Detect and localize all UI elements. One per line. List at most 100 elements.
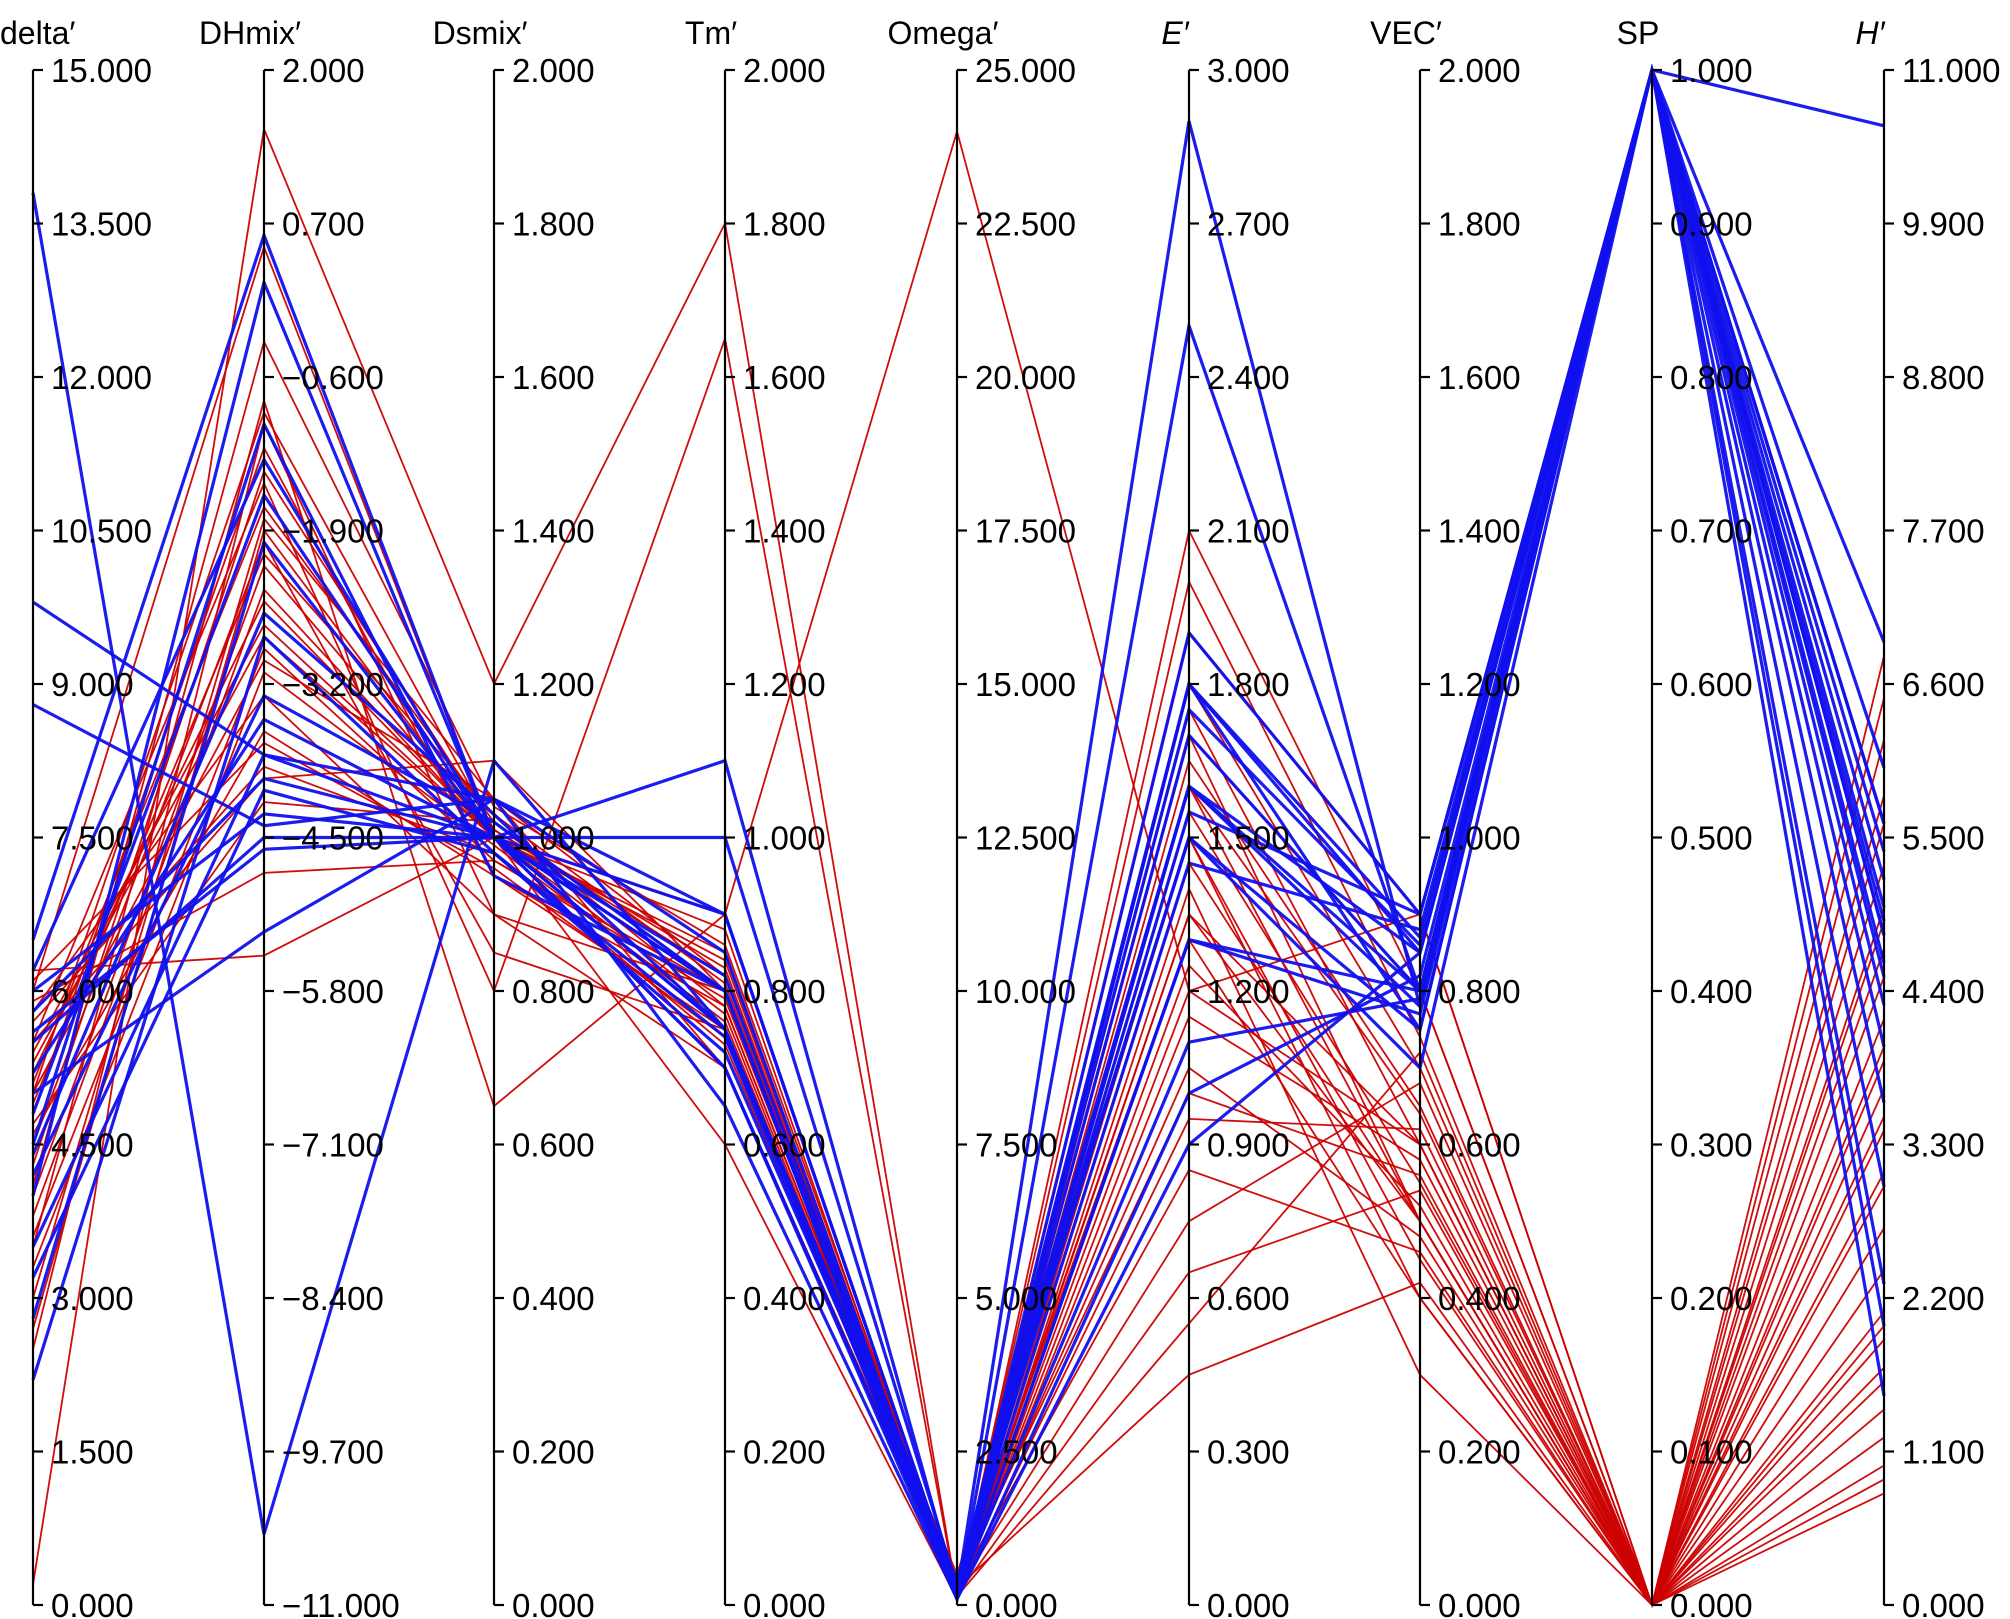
tick-label: 1.100 [1902,1434,1985,1471]
tick-label: 2.200 [1902,1280,1985,1317]
tick-label: 1.200 [1207,973,1290,1010]
tick-label: 12.500 [975,820,1076,857]
axis-title: E′ [1161,15,1189,51]
red-series-line-16 [32,729,1885,1607]
tick-label: 10.500 [51,513,152,550]
tick-label: 11.000 [1902,52,2000,89]
tick-label: 2.000 [743,52,826,89]
tick-label: −4.500 [282,820,384,857]
tick-label: 0.100 [1670,1434,1753,1471]
tick-label: 8.800 [1902,359,1985,396]
tick-label: 1.200 [512,666,595,703]
tick-label: 10.000 [975,973,1076,1010]
axis-9: 11.000 9.900 8.800 7.700 6.600 5.500 4.400 3.30… [1855,15,2000,1619]
tick-label: 9.000 [51,666,134,703]
red-series-line-26 [32,741,1885,1608]
tick-label: 0.600 [743,1127,826,1164]
tick-label: 0.200 [743,1434,826,1471]
tick-label: −1.900 [282,513,384,550]
tick-label: 1.400 [743,513,826,550]
tick-label: 1.000 [512,820,595,857]
tick-label: −7.100 [282,1127,384,1164]
tick-label: 3.000 [1207,52,1290,89]
red-series-line-19 [32,765,1885,1607]
axis-title: Dsmix′ [433,15,528,51]
tick-label: 1.000 [1438,820,1521,857]
tick-label: 0.000 [975,1587,1058,1619]
tick-label: 1.500 [1207,820,1290,857]
tick-label: 1.200 [743,666,826,703]
tick-label: −3.200 [282,666,384,703]
tick-label: 0.000 [743,1587,826,1619]
tick-label: 17.500 [975,513,1076,550]
tick-label: 6.600 [1902,666,1985,703]
tick-label: 1.800 [512,206,595,243]
tick-label: 0.900 [1207,1127,1290,1164]
tick-label: 1.600 [743,359,826,396]
tick-label: 0.200 [512,1434,595,1471]
tick-label: 5.000 [975,1280,1058,1317]
tick-label: 1.800 [743,206,826,243]
axes-layer: 15.000 13.500 12.000 10.500 9.000 7.500 6.000 4… [0,15,2000,1619]
axis-title: Tm′ [685,15,737,51]
tick-label: 0.300 [1207,1434,1290,1471]
tick-label: 15.000 [975,666,1076,703]
axis-4: 2.000 1.800 1.600 1.400 1.200 1.000 0.800 0.600… [685,15,826,1619]
tick-label: 0.500 [1670,820,1753,857]
red-series-line-8 [32,732,1885,1607]
tick-label: 0.900 [1670,206,1753,243]
tick-label: 2.100 [1207,513,1290,550]
tick-label: 1.500 [51,1434,134,1471]
tick-label: 4.400 [1902,973,1985,1010]
tick-label: 5.500 [1902,820,1985,857]
tick-label: 0.400 [1670,973,1753,1010]
tick-label: 2.500 [975,1434,1058,1471]
tick-label: 2.000 [512,52,595,89]
tick-label: 0.800 [1670,359,1753,396]
tick-label: 0.400 [512,1280,595,1317]
tick-label: 0.800 [1438,973,1521,1010]
tick-label: 7.500 [51,820,134,857]
tick-label: −9.700 [282,1434,384,1471]
tick-label: 1.000 [743,820,826,857]
red-series-line-1 [32,125,1885,1608]
tick-label: 0.400 [1438,1280,1521,1317]
tick-label: 0.200 [1438,1434,1521,1471]
tick-label: 1.800 [1438,206,1521,243]
tick-label: 0.600 [1670,666,1753,703]
tick-label: 0.600 [1207,1280,1290,1317]
tick-label: 0.300 [1670,1127,1753,1164]
tick-label: 0.600 [512,1127,595,1164]
tick-label: 12.000 [51,359,152,396]
tick-label: 3.300 [1902,1127,1985,1164]
tick-label: −11.000 [282,1587,400,1619]
red-series-line-11 [32,835,1885,1608]
axis-2: 2.000 0.700 −0.600 −1.900 −3.200 −4.500 −5.800… [199,15,400,1619]
tick-label: 7.700 [1902,513,1985,550]
tick-label: 6.000 [51,973,134,1010]
axis-title: VEC′ [1370,15,1442,51]
tick-label: 1.800 [1207,666,1290,703]
tick-label: 1.400 [1438,513,1521,550]
tick-label: 1.600 [1438,359,1521,396]
tick-label: 2.700 [1207,206,1290,243]
tick-label: −8.400 [282,1280,384,1317]
red-series-line-10 [32,128,1885,1609]
tick-label: 0.000 [51,1587,134,1619]
axis-8: 1.000 0.900 0.800 0.700 0.600 0.500 0.400 0.300… [1617,15,1753,1619]
tick-label: 0.000 [1207,1587,1290,1619]
tick-label: 0.700 [282,206,365,243]
tick-label: 0.000 [1438,1587,1521,1619]
tick-label: 1.400 [512,513,595,550]
tick-label: 25.000 [975,52,1076,89]
tick-label: 9.900 [1902,206,1985,243]
tick-label: 2.000 [282,52,365,89]
tick-label: 0.200 [1670,1280,1753,1317]
tick-label: 0.400 [743,1280,826,1317]
tick-label: 0.600 [1438,1127,1521,1164]
tick-label: 0.700 [1670,513,1753,550]
tick-label: 0.800 [743,973,826,1010]
tick-label: 0.000 [512,1587,595,1619]
tick-label: 0.000 [1670,1587,1753,1619]
